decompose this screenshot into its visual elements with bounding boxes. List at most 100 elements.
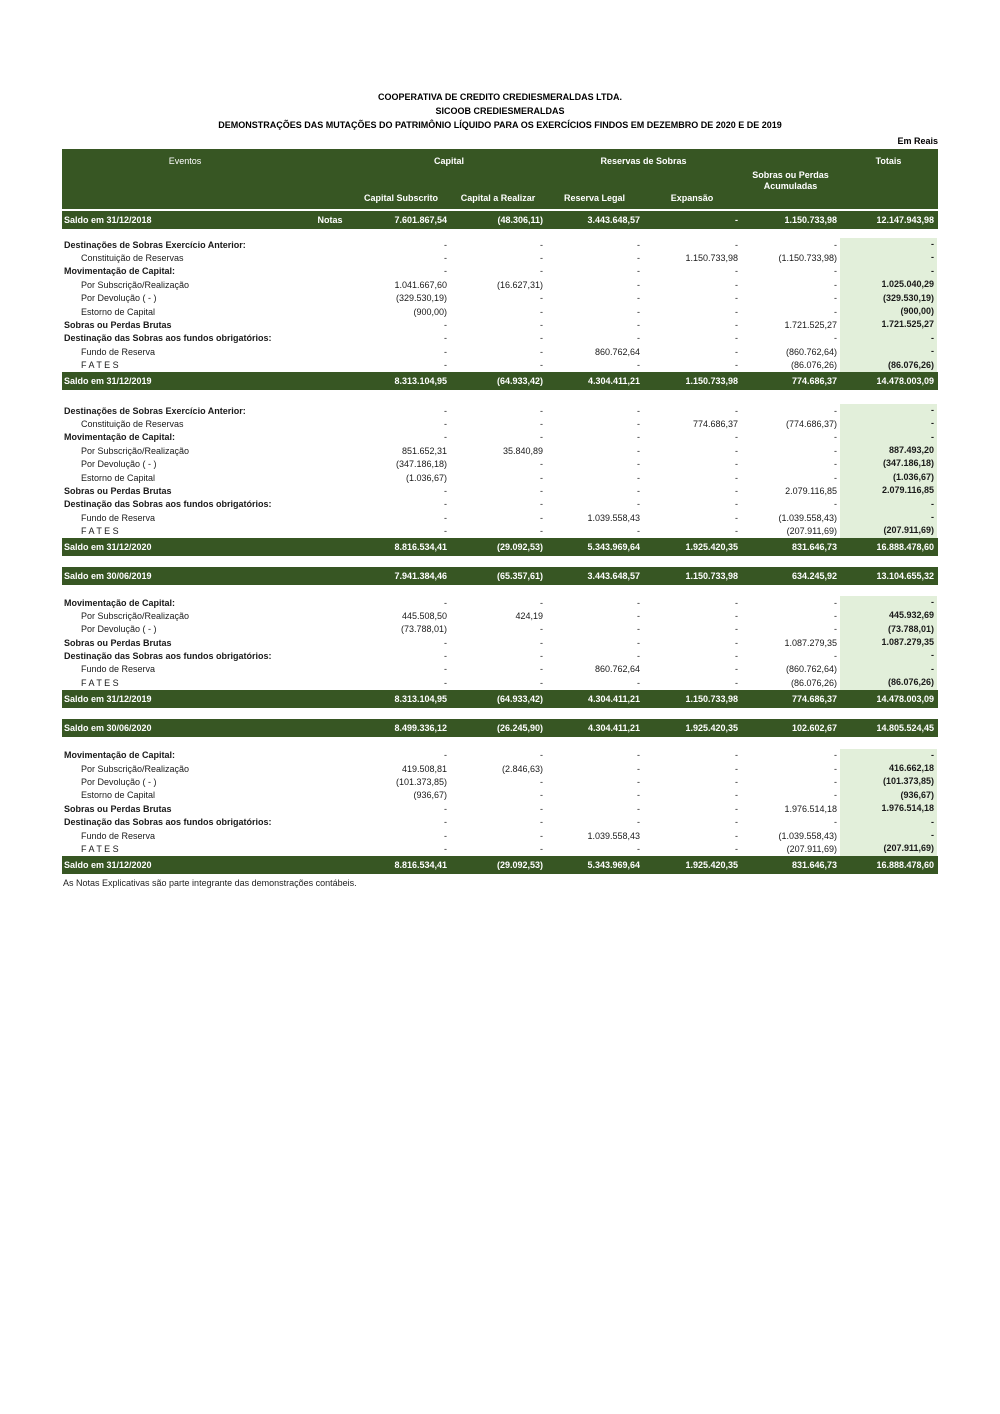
item-row: Constituição de Reservas - - - 774.686,37 (77… [62, 417, 938, 431]
row-label: Por Subscrição/Realização [81, 610, 190, 621]
cell-expansao: - [735, 843, 738, 854]
cell-reserva-legal: 1.039.558,43 [587, 512, 640, 523]
header-expansao: Expansão [670, 193, 714, 203]
cell-sobras-acumuladas: 831.646,73 [791, 541, 837, 552]
cell-totais: 16.888.478,60 [876, 541, 934, 552]
cell-reserva-legal: - [637, 817, 640, 828]
cell-totais: 12.147.943,98 [876, 215, 934, 225]
header-reservas-group: Reservas de Sobras Reserva Legal Expansã… [546, 149, 741, 209]
row-label: Movimentação de Capital: [64, 266, 176, 277]
cell-capital-subscrito: - [444, 526, 447, 537]
item-row: F A T E S - - - - (207.911,69) (207.911,69) [62, 524, 938, 538]
cell-reserva-legal: - [637, 472, 640, 483]
cell-capital-subscrito: - [444, 266, 447, 277]
item-row: Destinações de Sobras Exercício Anterior… [62, 403, 938, 418]
header-sobras-acumuladas: Sobras ou Perdas Acumuladas [741, 149, 840, 209]
cell-capital-a-realizar: - [540, 320, 543, 331]
cell-capital-subscrito: (936,67) [413, 790, 447, 801]
item-row: Sobras ou Perdas Brutas - - - - 1.976.514,18 1… [62, 802, 938, 816]
item-row: Sobras ou Perdas Brutas - - - - 1.087.279,35 1… [62, 635, 938, 650]
cell-capital-subscrito: - [444, 843, 447, 854]
table-header: Eventos Capital Capital Subscrito Capita… [62, 149, 938, 211]
cell-totais: - [840, 251, 937, 265]
cell-capital-subscrito: (900,00) [413, 306, 447, 317]
item-row: Por Devolução ( - ) (347.186,18) - - - - (347.… [62, 457, 938, 471]
cell-totais: (73.788,01) [840, 622, 937, 636]
row-label: Saldo em 31/12/2020 [64, 859, 152, 870]
cell-capital-subscrito: 445.508,50 [401, 610, 447, 621]
cell-reserva-legal: - [637, 459, 640, 470]
cell-capital-a-realizar: - [540, 239, 543, 250]
cell-capital-a-realizar: - [540, 677, 543, 688]
saldo-row: Saldo em 31/12/2020 8.816.534,41 (29.092,5… [62, 855, 938, 874]
cell-expansao: - [735, 279, 738, 290]
header-capital-group: Capital Capital Subscrito Capital a Real… [352, 149, 546, 209]
gap-row [62, 737, 938, 749]
cell-reserva-legal: - [637, 610, 640, 621]
row-label: F A T E S [81, 843, 119, 854]
cell-totais: - [840, 430, 937, 445]
cell-sobras-acumuladas: - [834, 624, 837, 635]
header-capital-subscrito: Capital Subscrito [363, 193, 438, 203]
gap-row [62, 229, 938, 238]
cell-sobras-acumuladas: (207.911,69) [786, 843, 837, 854]
cell-totais: 14.478.003,09 [876, 375, 934, 386]
cell-capital-a-realizar: - [540, 777, 543, 788]
cell-sobras-acumuladas: - [834, 459, 837, 470]
cell-capital-subscrito: - [444, 346, 447, 357]
item-row: F A T E S - - - - (207.911,69) (207.911,69) [62, 842, 938, 856]
cell-reserva-legal: - [637, 651, 640, 662]
row-label: Destinações de Sobras Exercício Anterior… [64, 405, 246, 416]
cell-expansao: - [735, 637, 738, 648]
cell-expansao: - [735, 790, 738, 801]
row-label: Por Subscrição/Realização [81, 763, 190, 774]
cell-sobras-acumuladas: 1.976.514,18 [784, 803, 837, 814]
cell-capital-subscrito: - [444, 432, 447, 443]
cell-sobras-acumuladas: - [834, 266, 837, 277]
cell-capital-a-realizar: - [540, 499, 543, 510]
row-label: Constituição de Reservas [81, 253, 184, 264]
cell-capital-a-realizar: - [540, 432, 543, 443]
header-reserva-legal: Reserva Legal [563, 193, 626, 203]
statement-title: DEMONSTRAÇÕES DAS MUTAÇÕES DO PATRIMÔNIO… [218, 120, 782, 130]
cell-expansao: - [735, 499, 738, 510]
cell-reserva-legal: 4.304.411,21 [587, 693, 640, 704]
cell-totais: 1.087.279,35 [840, 635, 937, 650]
row-label: Fundo de Reserva [81, 346, 156, 357]
cell-reserva-legal: - [637, 624, 640, 635]
row-label: Movimentação de Capital: [64, 432, 176, 443]
header-notas-spacer [308, 149, 352, 209]
cell-expansao: - [735, 763, 738, 774]
cell-expansao: 1.925.420,35 [685, 722, 738, 733]
cell-totais: - [840, 511, 937, 525]
cell-capital-subscrito: - [444, 499, 447, 510]
cell-sobras-acumuladas: (1.039.558,43) [778, 830, 837, 841]
item-row: Destinação das Sobras aos fundos obrigat… [62, 649, 938, 663]
company-name: COOPERATIVA DE CREDITO CREDIESMERALDAS L… [377, 92, 622, 102]
cell-sobras-acumuladas: (1.150.733,98) [778, 253, 837, 264]
header-totais-label: Totais [875, 156, 902, 166]
cell-sobras-acumuladas: 102.602,67 [791, 722, 837, 733]
cell-totais: - [840, 417, 937, 431]
cell-capital-subscrito: 8.313.104,95 [394, 693, 447, 704]
row-label: F A T E S [81, 360, 119, 371]
cell-capital-a-realizar: - [540, 803, 543, 814]
cell-sobras-acumuladas: 831.646,73 [791, 859, 837, 870]
cell-totais: - [840, 595, 937, 610]
cell-sobras-acumuladas: - [834, 610, 837, 621]
cell-capital-subscrito: - [444, 239, 447, 250]
row-label: Destinação das Sobras aos fundos obrigat… [64, 333, 272, 344]
item-row: Movimentação de Capital: - - - - - - [62, 595, 938, 610]
cell-totais: - [840, 748, 937, 762]
cell-totais: 14.478.003,09 [876, 693, 934, 704]
cell-expansao: - [735, 803, 738, 814]
mutations-table: Eventos Capital Capital Subscrito Capita… [62, 149, 938, 874]
table-body: Saldo em 31/12/2018 Notas 7.601.867,54 (48.… [62, 211, 938, 874]
cell-totais: - [840, 497, 937, 512]
cell-totais: - [840, 403, 937, 418]
cell-capital-subscrito: 7.941.384,46 [394, 570, 447, 581]
cell-reserva-legal: - [637, 843, 640, 854]
row-label: Fundo de Reserva [81, 512, 156, 523]
cell-sobras-acumuladas: - [834, 405, 837, 416]
